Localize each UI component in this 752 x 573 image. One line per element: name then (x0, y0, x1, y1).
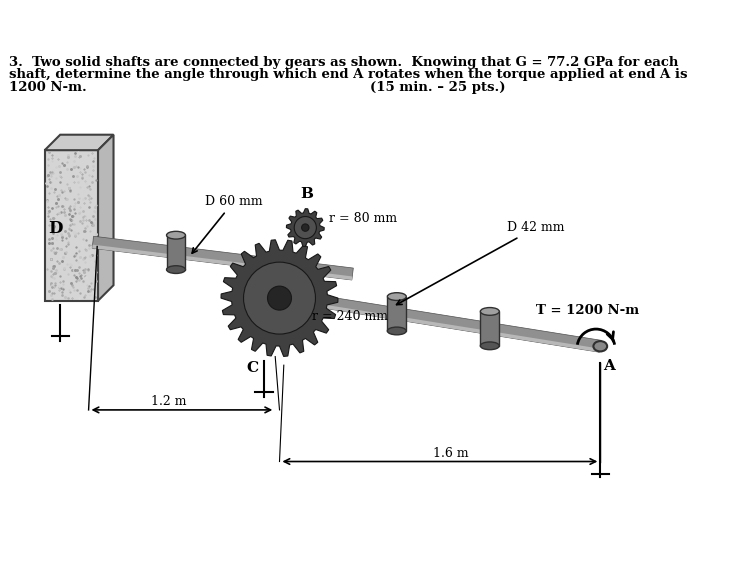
Polygon shape (221, 240, 338, 356)
Text: B: B (301, 187, 314, 201)
Circle shape (294, 217, 317, 239)
Ellipse shape (166, 266, 186, 273)
Polygon shape (308, 302, 600, 352)
Polygon shape (287, 209, 324, 246)
Text: D: D (48, 220, 62, 237)
Text: 1.6 m: 1.6 m (433, 447, 468, 460)
Polygon shape (92, 245, 352, 280)
Text: shaft, determine the angle through which end A rotates when the torque applied a: shaft, determine the angle through which… (8, 69, 687, 81)
Circle shape (244, 262, 316, 334)
Circle shape (268, 286, 292, 310)
Polygon shape (308, 294, 602, 352)
Text: (15 min. – 25 pts.): (15 min. – 25 pts.) (370, 81, 505, 95)
Polygon shape (92, 236, 353, 280)
Ellipse shape (387, 327, 406, 335)
Text: T = 1200 N-m: T = 1200 N-m (536, 304, 639, 317)
Circle shape (302, 224, 309, 231)
Ellipse shape (481, 342, 499, 350)
Text: D 60 mm: D 60 mm (192, 195, 262, 253)
Ellipse shape (166, 231, 186, 239)
Bar (387, 297, 406, 331)
Ellipse shape (593, 341, 607, 351)
Text: 1200 N-m.: 1200 N-m. (8, 81, 86, 95)
Text: r = 240 mm: r = 240 mm (312, 309, 388, 323)
Polygon shape (98, 135, 114, 301)
Text: C: C (246, 361, 258, 375)
Text: 1.2 m: 1.2 m (151, 395, 186, 408)
Text: r = 80 mm: r = 80 mm (329, 213, 398, 225)
Ellipse shape (387, 293, 406, 300)
Text: D 42 mm: D 42 mm (396, 221, 565, 305)
Ellipse shape (481, 308, 499, 315)
Text: 3.  Two solid shafts are connected by gears as shown.  Knowing that G = 77.2 GPa: 3. Two solid shafts are connected by gea… (8, 56, 678, 69)
Polygon shape (44, 150, 98, 301)
Bar (166, 235, 186, 269)
Bar (481, 311, 499, 346)
Polygon shape (44, 135, 114, 150)
Text: A: A (603, 359, 615, 374)
